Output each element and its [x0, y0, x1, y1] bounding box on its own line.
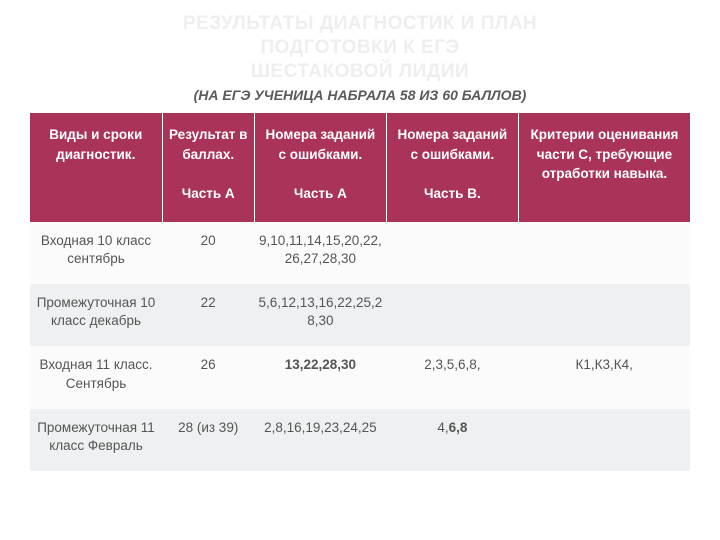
title-line-3: ШЕСТАКОВОЙ ЛИДИИ	[251, 61, 469, 82]
table-cell: Промежуточная 11 класс Февраль	[30, 409, 162, 471]
table-cell: Входная 11 класс. Сентябрь	[30, 346, 162, 408]
col-header-errors-a: Номера заданий с ошибками. Часть А	[254, 113, 386, 221]
col-header-types: Виды и сроки диагностик.	[30, 113, 162, 221]
table-cell: 26	[162, 346, 254, 408]
table-body: Входная 10 класс сентябрь209,10,11,14,15…	[30, 222, 690, 472]
slide: РЕЗУЛЬТАТЫ ДИАГНОСТИК И ПЛАН ПОДГОТОВКИ …	[0, 0, 720, 540]
title-line-2: ПОДГОТОВКИ К ЕГЭ	[260, 37, 459, 58]
page-title: РЕЗУЛЬТАТЫ ДИАГНОСТИК И ПЛАН ПОДГОТОВКИ …	[30, 12, 690, 83]
col-header-score-a: Результат в баллах. Часть А	[162, 113, 254, 221]
table-row: Промежуточная 11 класс Февраль28 (из 39)…	[30, 409, 690, 471]
table-row: Входная 11 класс. Сентябрь2613,22,28,302…	[30, 346, 690, 408]
table-cell: 2,3,5,6,8,	[386, 346, 518, 408]
table-cell: 5,6,12,13,16,22,25,28,30	[254, 284, 386, 346]
table-cell: 2,8,16,19,23,24,25	[254, 409, 386, 471]
table-cell: Входная 10 класс сентябрь	[30, 222, 162, 284]
table-cell: Промежуточная 10 класс декабрь	[30, 284, 162, 346]
table-header-row: Виды и сроки диагностик. Результат в бал…	[30, 113, 690, 221]
col-header-criteria-c: Критерии оценивания части С, требующие о…	[518, 113, 690, 221]
table-cell	[518, 409, 690, 471]
title-line-1: РЕЗУЛЬТАТЫ ДИАГНОСТИК И ПЛАН	[183, 13, 537, 34]
table-row: Входная 10 класс сентябрь209,10,11,14,15…	[30, 222, 690, 284]
table-cell	[386, 222, 518, 284]
results-table: Виды и сроки диагностик. Результат в бал…	[30, 113, 690, 471]
table-cell	[386, 284, 518, 346]
table-cell: 22	[162, 284, 254, 346]
table-cell: 4,6,8	[386, 409, 518, 471]
page-subtitle: (НА ЕГЭ УЧЕНИЦА НАБРАЛА 58 ИЗ 60 БАЛЛОВ)	[30, 87, 690, 103]
table-cell: К1,К3,К4,	[518, 346, 690, 408]
table-cell: 20	[162, 222, 254, 284]
table-cell: 13,22,28,30	[254, 346, 386, 408]
col-header-errors-b: Номера заданий с ошибками. Часть В.	[386, 113, 518, 221]
table-cell: 9,10,11,14,15,20,22,26,27,28,30	[254, 222, 386, 284]
table-cell	[518, 284, 690, 346]
table-row: Промежуточная 10 класс декабрь225,6,12,1…	[30, 284, 690, 346]
table-cell: 28 (из 39)	[162, 409, 254, 471]
table-cell	[518, 222, 690, 284]
